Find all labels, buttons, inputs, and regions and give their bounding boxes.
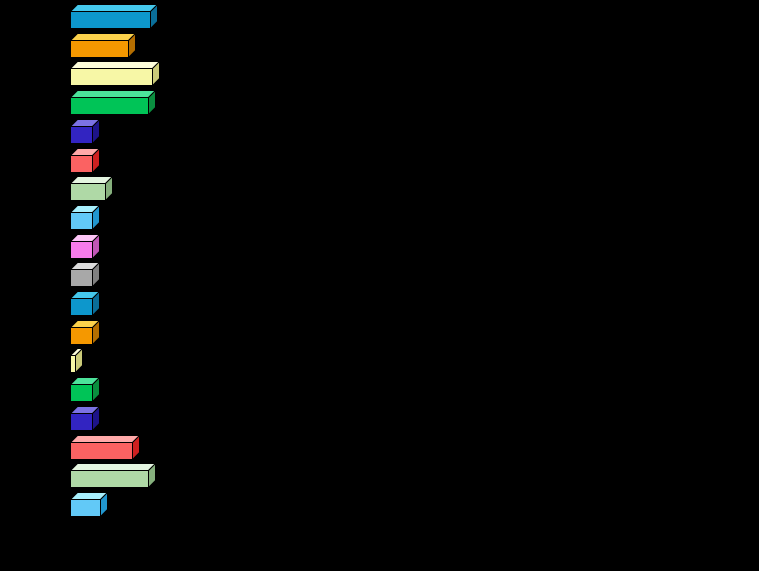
bar-2-front-face <box>70 39 129 58</box>
bar-6-front-face <box>70 154 93 173</box>
bar-2-geometry <box>70 32 137 59</box>
bar-10[interactable]: Category 10 <box>12 262 101 289</box>
bar-4-top-face <box>70 90 157 99</box>
bar-13-front-face <box>70 355 76 374</box>
bar-4[interactable]: Category 4 <box>17 90 157 116</box>
bar-14-front-face <box>70 384 93 403</box>
bar-18[interactable]: Category 18 <box>12 491 109 518</box>
bar-5-front-face <box>70 125 93 144</box>
bar-16-top-face <box>70 434 141 443</box>
bar-2[interactable]: Category 2 <box>17 32 137 59</box>
bar-12[interactable]: Category 12 <box>12 319 101 346</box>
bar-category-label: Category 3 <box>17 70 66 82</box>
bar-3-top-face <box>70 61 161 70</box>
bar-1-geometry <box>70 4 159 30</box>
bar-category-label: Category 15 <box>11 414 66 426</box>
bar-16-geometry <box>70 434 141 461</box>
bar-9-geometry <box>70 233 101 260</box>
bar-12-geometry <box>70 319 101 346</box>
bar-9-front-face <box>70 240 93 259</box>
bar-5[interactable]: Category 5 <box>17 118 101 145</box>
bar-11-geometry <box>70 291 101 317</box>
bar-17-top-face <box>70 463 157 472</box>
bar-5-geometry <box>70 118 101 145</box>
bar-6[interactable]: Category 6 <box>17 147 101 174</box>
bar-10-geometry <box>70 262 101 289</box>
bar-7[interactable]: Category 7 <box>17 176 114 202</box>
bar-13[interactable]: Category 13 <box>12 348 84 375</box>
bar-3-geometry <box>70 61 161 88</box>
bar-category-label: Category 5 <box>17 127 66 139</box>
bar-category-label: Category 10 <box>11 271 66 283</box>
bar-17-front-face <box>70 470 149 489</box>
bar-8[interactable]: Category 8 <box>17 204 101 231</box>
bar-category-label: Category 8 <box>17 213 66 225</box>
bar-18-geometry <box>70 491 109 518</box>
bar-category-label: Category 16 <box>11 443 66 455</box>
bar-1-top-face <box>70 4 159 12</box>
bar-category-label: Category 12 <box>11 328 66 340</box>
bar-14-geometry <box>70 377 101 403</box>
bar-18-front-face <box>70 498 101 517</box>
bar-category-label: Category 11 <box>12 300 66 311</box>
bar-category-label: Category 6 <box>17 156 66 168</box>
bar-16-front-face <box>70 441 133 460</box>
bar-8-geometry <box>70 204 101 231</box>
bar-10-front-face <box>70 269 93 288</box>
bar-4-geometry <box>70 90 157 116</box>
bar-12-front-face <box>70 326 93 345</box>
bar-1[interactable]: Category 1 <box>17 4 159 30</box>
bar-17-geometry <box>70 463 157 489</box>
bar-11-front-face <box>70 298 93 316</box>
bar-15[interactable]: Category 15 <box>12 405 101 432</box>
bar-2-top-face <box>70 32 137 41</box>
bar-15-front-face <box>70 412 93 431</box>
bar-7-geometry <box>70 176 114 202</box>
bar-1-front-face <box>70 11 151 29</box>
bar-category-label: Category 14 <box>11 386 66 398</box>
bar-17[interactable]: Category 17 <box>12 463 157 489</box>
bar-9[interactable]: Category 9 <box>17 233 101 260</box>
bar-category-label: Category 13 <box>11 357 66 369</box>
bar-6-geometry <box>70 147 101 174</box>
bar-11[interactable]: Category 11 <box>12 291 101 317</box>
bar-category-label: Category 4 <box>17 99 66 111</box>
bar-category-label: Category 9 <box>17 242 66 254</box>
bar-category-label: Category 18 <box>11 500 66 512</box>
bar-7-front-face <box>70 183 106 202</box>
bar-category-label: Category 2 <box>17 41 66 53</box>
bar-category-label: Category 1 <box>17 13 66 24</box>
bar-category-label: Category 7 <box>17 185 66 197</box>
bar-14[interactable]: Category 14 <box>12 377 101 403</box>
bar-4-front-face <box>70 97 149 116</box>
bar-8-front-face <box>70 211 93 230</box>
bar-16[interactable]: Category 16 <box>12 434 141 461</box>
bar-15-geometry <box>70 405 101 432</box>
bar-3-front-face <box>70 68 153 87</box>
bar-category-label: Category 17 <box>11 472 66 484</box>
bar-3[interactable]: Category 3 <box>17 61 161 88</box>
bar-13-geometry <box>70 348 84 375</box>
